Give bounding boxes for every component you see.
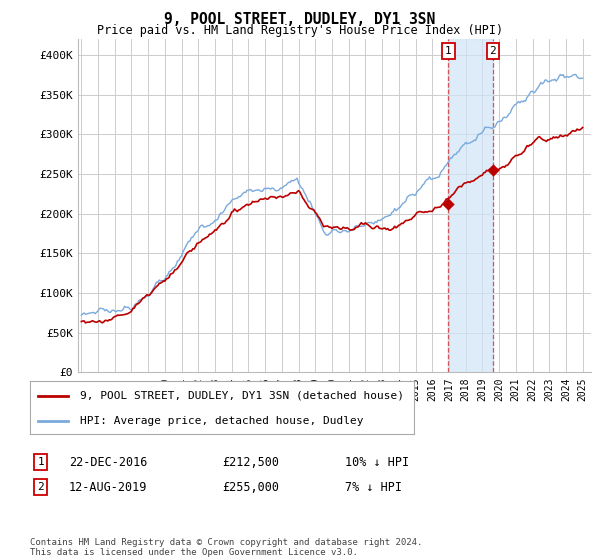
Text: 2: 2 xyxy=(490,46,496,56)
Text: 7% ↓ HPI: 7% ↓ HPI xyxy=(345,480,402,494)
Text: 1: 1 xyxy=(445,46,452,56)
Point xyxy=(488,166,497,175)
Text: Contains HM Land Registry data © Crown copyright and database right 2024.
This d: Contains HM Land Registry data © Crown c… xyxy=(30,538,422,557)
Text: HPI: Average price, detached house, Dudley: HPI: Average price, detached house, Dudl… xyxy=(80,416,364,426)
Point xyxy=(443,199,453,208)
Text: 12-AUG-2019: 12-AUG-2019 xyxy=(69,480,148,494)
Text: Price paid vs. HM Land Registry's House Price Index (HPI): Price paid vs. HM Land Registry's House … xyxy=(97,24,503,36)
Text: 22-DEC-2016: 22-DEC-2016 xyxy=(69,455,148,469)
Text: 9, POOL STREET, DUDLEY, DY1 3SN: 9, POOL STREET, DUDLEY, DY1 3SN xyxy=(164,12,436,27)
Text: 9, POOL STREET, DUDLEY, DY1 3SN (detached house): 9, POOL STREET, DUDLEY, DY1 3SN (detache… xyxy=(80,391,404,401)
Text: 1: 1 xyxy=(37,457,44,467)
Text: £255,000: £255,000 xyxy=(222,480,279,494)
Bar xyxy=(448,39,493,372)
Text: 2: 2 xyxy=(37,482,44,492)
Text: £212,500: £212,500 xyxy=(222,455,279,469)
Text: 10% ↓ HPI: 10% ↓ HPI xyxy=(345,455,409,469)
